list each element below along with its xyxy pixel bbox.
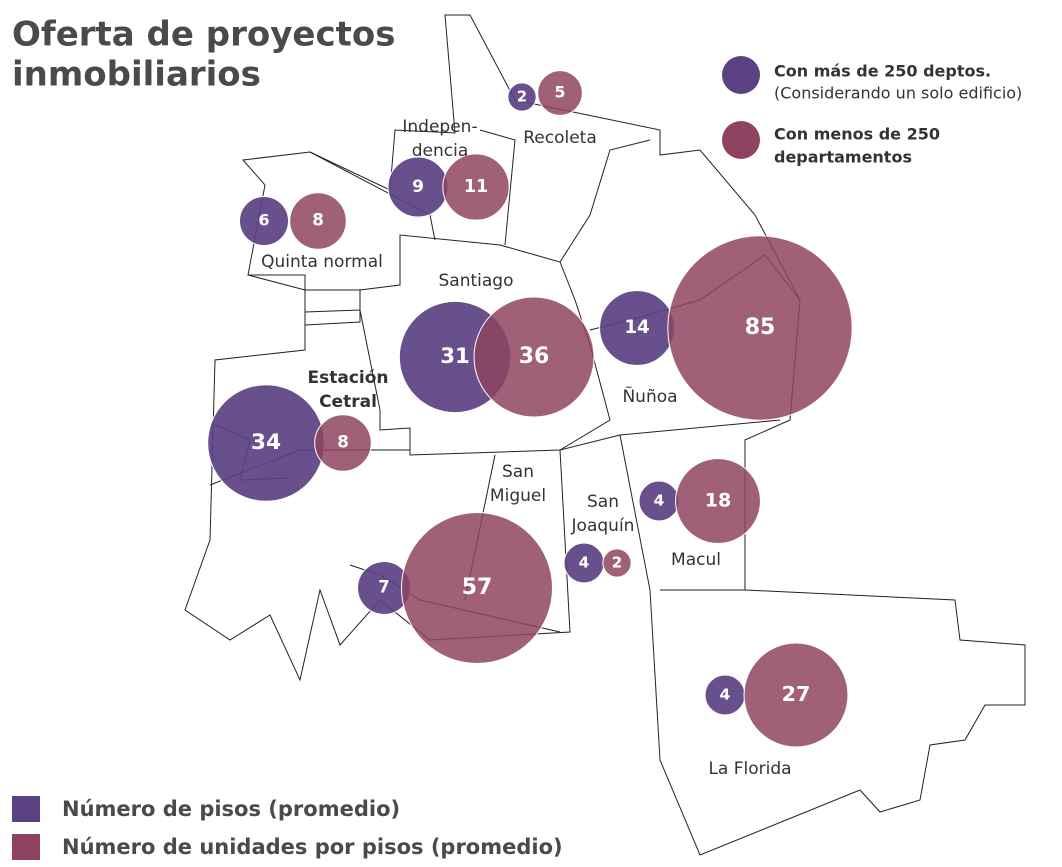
district-label: Miguel [490, 486, 546, 506]
bubble-label: 8 [337, 432, 349, 452]
district-label: Santiago [439, 271, 514, 291]
district-label: Joaquín [571, 516, 635, 536]
bubble-label: 11 [464, 177, 488, 197]
title-line: Oferta de proyectos [12, 15, 395, 55]
bubble-label: 5 [555, 83, 566, 102]
bubble-label: 31 [440, 344, 470, 369]
legend-swatch [12, 834, 40, 860]
district-label: Cetral [319, 392, 377, 412]
legend-text: Número de unidades por pisos (promedio) [62, 835, 563, 859]
bubble [675, 458, 761, 544]
bubble-label: 4 [654, 492, 665, 510]
legend-text: (Considerando un solo edificio) [774, 84, 1022, 103]
district-label: Ñuñoa [622, 385, 677, 407]
bubble-label: 18 [705, 490, 732, 512]
bubble [743, 642, 849, 748]
bubble [314, 414, 372, 472]
legend-text: Con más de 250 deptos. [774, 62, 991, 81]
bubble [239, 196, 289, 246]
bubble [442, 153, 510, 221]
legend-swatch [12, 796, 40, 822]
bubble-label: 36 [519, 344, 550, 369]
bubble [289, 192, 347, 250]
bubble [602, 548, 632, 578]
bubble-label: 2 [517, 88, 527, 106]
title-line: inmobiliarios [12, 55, 261, 95]
bubble [537, 70, 583, 116]
legend-text: Número de pisos (promedio) [62, 797, 400, 821]
district-label: Macul [671, 550, 721, 570]
legend-marker [722, 56, 760, 94]
district-label: San [587, 492, 619, 512]
bubble [401, 512, 553, 664]
bubble-label: 8 [312, 210, 324, 230]
bubble-label: 6 [258, 211, 269, 230]
district-label: Recoleta [523, 128, 597, 148]
district-label: Quinta normal [261, 252, 383, 272]
bubble [473, 296, 595, 418]
bubble-label: 14 [624, 317, 649, 338]
district-label: Estación [307, 368, 388, 388]
district-label: dencia [412, 141, 469, 161]
bubble-label: 4 [579, 554, 590, 572]
bubble-label: 27 [782, 682, 811, 706]
district-label: La Florida [708, 759, 791, 779]
district-label: Indepen- [402, 117, 477, 137]
bubble-label: 85 [745, 315, 776, 340]
bubble-label: 4 [720, 686, 731, 704]
district-label: San [502, 462, 534, 482]
bubble [507, 82, 537, 112]
legend-text: Con menos de 250 [774, 125, 940, 144]
bubble-label: 2 [612, 554, 622, 572]
legend-text: departamentos [774, 148, 912, 167]
legend-marker [722, 121, 760, 159]
bubble-label: 34 [251, 430, 281, 455]
bubble-label: 7 [378, 578, 389, 597]
bubble-label: 57 [462, 575, 493, 600]
bubble-label: 9 [412, 177, 424, 197]
bubble [667, 235, 853, 421]
